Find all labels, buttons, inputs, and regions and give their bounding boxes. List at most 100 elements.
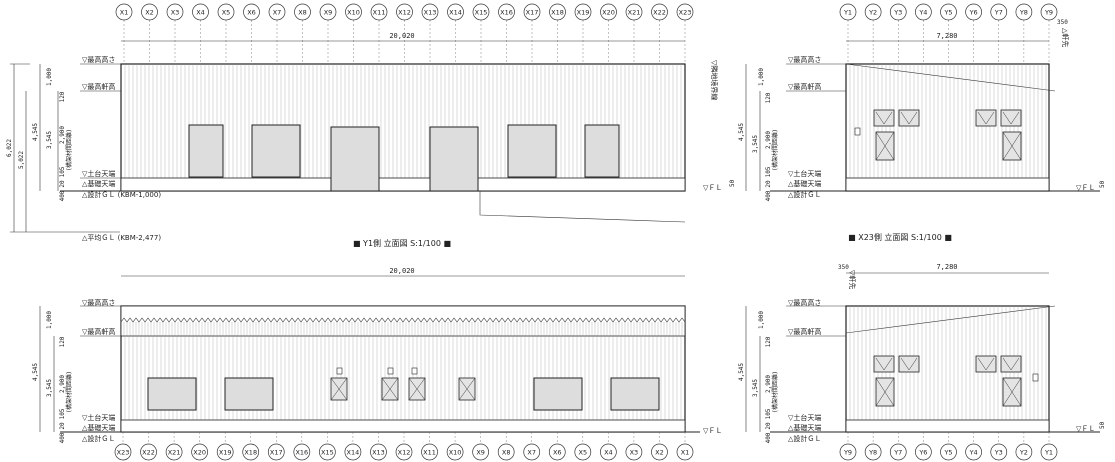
y1-dim-1000: 1,000 [46,68,53,86]
grid-bubble: X22 [140,443,157,461]
x1-elevation: 350 ▽軒先 7,280 ▽最高高さ ▽最高軒高 ▽土台天端 △基礎天端 △設… [738,263,1106,461]
y9-level-max-height: ▽最高高さ [82,298,115,307]
grid-label: X17 [526,9,539,17]
grid-bubble: X22 [651,3,668,21]
grid-bubble: X4 [600,443,617,461]
grid-label: X5 [579,449,588,457]
grid-label: Y3 [994,449,1003,457]
grid-bubble: X3 [625,443,643,461]
x1-eave-dim: 350 [838,264,849,271]
grid-bubble: X16 [498,3,515,21]
grid-bubble: X8 [294,3,311,21]
x23-level-design-gl: △設計ＧＬ [788,190,821,199]
grid-bubble: Y9 [839,443,857,461]
grid-label: X14 [347,449,360,457]
grid-label: X12 [398,9,411,17]
x23-dim-3545: 3,545 [752,135,759,153]
y1-title: ■ Y1側 立面図 S:1/100 ■ [353,238,451,248]
x1-fl-label: ▽ＦＬ [1076,425,1095,433]
grid-label: X12 [398,449,411,457]
x23-dim-2900: 2,900 [765,131,772,149]
grid-label: X14 [449,9,462,17]
grid-bubble: Y4 [915,3,932,21]
grid-label: X23 [117,449,130,457]
y1-window [584,124,620,178]
vent-window [975,355,997,373]
casement-window [330,377,348,401]
x23-level-foundation-top: △基礎天端 [788,179,821,188]
grid-bubble: X12 [396,3,413,21]
y9-dim-20: 20 [59,422,66,430]
grid-bubble: X20 [600,3,617,21]
grid-label: Y7 [994,9,1003,17]
x23-grid-bubbles: Y1 Y2 Y3 Y4 Y5 Y6 Y7 Y8 Y9 [839,3,1058,64]
grid-bubble: Y6 [915,443,932,461]
grid-bubble: X1 [676,443,694,461]
y9-dim-4545: 4,545 [32,363,39,381]
grid-label: X10 [347,9,360,17]
grid-label: Y1 [1044,449,1053,457]
y1-window [251,124,301,178]
grid-label: X7 [273,9,282,17]
y1-dim-20: 20 [59,180,66,188]
x1-level-design-gl: △設計ＧＬ [788,434,821,443]
y1-door [429,126,479,192]
y9-level-foundation-top: △基礎天端 [82,423,115,432]
grid-bubble: Y7 [889,443,907,461]
grid-label: Y9 [843,449,852,457]
grid-label: Y2 [1019,449,1028,457]
y1-elevation: X1 X2 X3 X4 X5 X6 X7 X8 X9 X10 X11 X12 X13 X14 X15 X16 X… [6,3,736,248]
grid-bubble: X21 [165,443,183,461]
x1-dim-400: 400 [765,432,772,443]
x1-dim-105: 105 [765,408,772,419]
y9-dim-1000: 1,000 [46,311,53,329]
grid-bubble: X6 [243,3,260,21]
grid-bubble: X10 [446,443,464,461]
y9-dim-400: 400 [59,432,66,443]
grid-label: Y2 [868,9,877,17]
grid-label: X19 [577,9,590,17]
y1-dim-4545: 4,545 [32,123,39,141]
x1-dim-120: 120 [765,336,772,347]
grid-bubble: X4 [192,3,209,21]
x1-level-max-eave: ▽最高軒高 [788,327,821,336]
grid-bubble: Y5 [940,3,957,21]
y1-dim-105: 105 [59,166,66,177]
vent-window [1000,109,1022,127]
grid-label: X20 [602,9,615,17]
grid-label: Y6 [969,9,978,17]
grid-bubble: Y9 [1040,3,1058,21]
x23-elevation: Y1 Y2 Y3 Y4 Y5 Y6 Y7 Y8 Y9 7,280 350 △軒先 ▽最高高さ ▽… [738,3,1106,242]
grid-bubble: X10 [345,3,362,21]
grid-bubble: X23 [114,443,132,461]
x1-level-max-height: ▽最高高さ [788,298,821,307]
grid-label: X22 [142,449,155,457]
grid-bubble: X19 [574,3,592,21]
grid-label: X1 [120,9,129,17]
grid-bubble: Y1 [839,3,857,21]
grid-label: X18 [551,9,564,17]
grid-bubble: Y2 [1015,443,1033,461]
grid-label: X3 [171,9,180,17]
grid-bubble: Y5 [940,443,957,461]
grid-label: X11 [423,449,436,457]
grid-bubble: X18 [549,3,566,21]
grid-bubble: X7 [523,443,541,461]
vent-window [898,355,920,373]
x1-dim-4545: 4,545 [738,363,745,381]
grid-bubble: Y3 [990,443,1008,461]
y1-grid-bubbles: X1 X2 X3 X4 X5 X6 X7 X8 X9 X10 X11 X12 X13 X14 X15 X16 X… [115,3,694,64]
y1-dim-120: 120 [59,91,66,102]
grid-bubble: X11 [421,443,438,461]
grid-bubble: Y3 [889,3,907,21]
x23-fl-dim: 50 [1099,180,1106,188]
grid-bubble: X18 [242,443,260,461]
y9-dim-120: 120 [59,336,66,347]
grid-label: Y5 [943,9,952,17]
grid-label: X4 [196,9,205,17]
x1-dim-20: 20 [765,422,772,430]
y9-fl-label: ▽ＦＬ [703,427,722,435]
vent-window [898,109,920,127]
grid-bubble: X1 [115,3,133,21]
grid-label: X6 [553,449,562,457]
